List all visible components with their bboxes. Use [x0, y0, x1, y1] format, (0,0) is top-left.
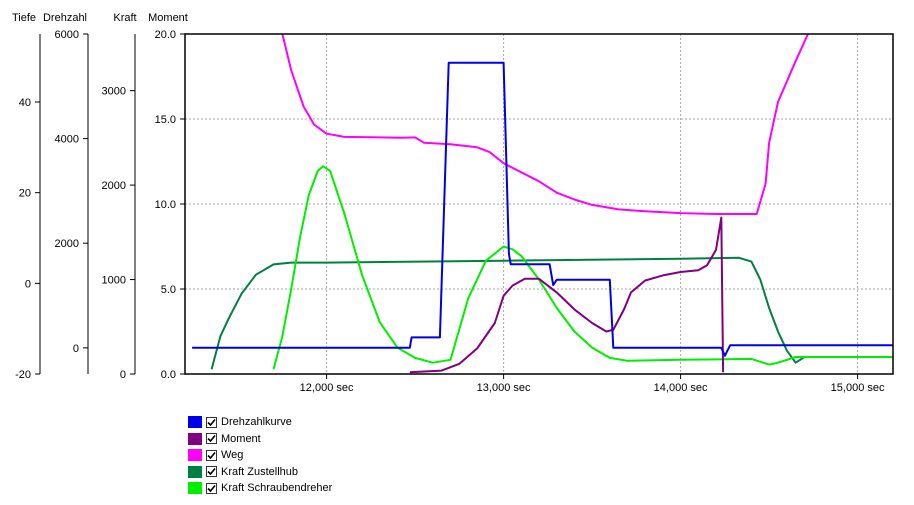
checkmark-icon	[207, 484, 216, 492]
axis-label-moment: Moment	[148, 12, 188, 24]
tick-label-kraft: 2000	[102, 180, 126, 192]
tick-label-drehzahl: 0	[73, 343, 79, 355]
legend-checkbox[interactable]	[206, 416, 217, 428]
tick-label-kraft: 1000	[102, 275, 126, 287]
tick-label-kraft: 0	[120, 369, 126, 381]
tick-label-drehzahl: 4000	[55, 134, 79, 146]
tick-label-tiefe: -20	[15, 369, 31, 381]
tick-label-drehzahl: 6000	[55, 29, 79, 41]
tick-label-moment: 0.0	[161, 369, 176, 381]
series-line-weg	[281, 34, 809, 215]
legend-checkbox[interactable]	[206, 482, 217, 494]
legend-swatch	[188, 416, 202, 428]
tick-label-moment: 15.0	[155, 114, 176, 126]
tick-label-kraft: 3000	[102, 86, 126, 98]
axis-label-drehzahl: Drehzahl	[43, 12, 87, 24]
axis-label-kraft: Kraft	[113, 12, 136, 24]
tick-label-tiefe: 40	[19, 97, 31, 109]
legend-item[interactable]: Weg	[188, 447, 332, 463]
tick-label-moment: 5.0	[161, 284, 176, 296]
tick-label-tiefe: 20	[19, 188, 31, 200]
legend-swatch	[188, 465, 202, 478]
legend-swatch	[188, 432, 202, 445]
legend: Drehzahlkurve Moment Weg Kraft Zustellhub Kr…	[188, 414, 332, 497]
checkmark-icon	[207, 467, 216, 476]
series-line-kraft-zustellhub	[210, 256, 893, 370]
legend-item[interactable]: Kraft Zustellhub	[188, 464, 332, 480]
tick-label-tiefe: 0	[25, 278, 31, 290]
legend-checkbox[interactable]	[206, 466, 217, 477]
legend-checkbox[interactable]	[206, 449, 217, 461]
legend-item[interactable]: Drehzahlkurve	[188, 414, 332, 430]
checkmark-icon	[207, 451, 216, 459]
legend-label: Weg	[221, 449, 244, 461]
legend-label: Kraft Schraubendreher	[221, 482, 333, 494]
checkmark-icon	[207, 418, 216, 426]
legend-label: Moment	[221, 432, 261, 445]
series-line-drehzahlkurve	[192, 61, 893, 357]
x-tick-label: 12,000 sec	[300, 382, 354, 394]
checkmark-icon	[207, 434, 216, 443]
legend-swatch	[188, 482, 202, 494]
axis-label-tiefe: Tiefe	[12, 12, 36, 24]
legend-label: Drehzahlkurve	[221, 416, 292, 428]
series-line-kraft-schraubendreher	[272, 165, 893, 370]
chart: Tiefe Drehzahl Kraft Moment -20 0 20 40 0 2000 40…	[12, 12, 894, 394]
legend-item[interactable]: Moment	[188, 431, 332, 447]
plot-area	[184, 33, 894, 375]
x-tick-label: 14,000 sec	[654, 382, 708, 394]
legend-swatch	[188, 449, 202, 461]
x-tick-label: 15,000 sec	[831, 382, 885, 394]
tick-label-moment: 20.0	[155, 29, 176, 41]
series-line-moment	[409, 216, 725, 374]
tick-label-drehzahl: 2000	[55, 238, 79, 250]
legend-item[interactable]: Kraft Schraubendreher	[188, 480, 332, 496]
tick-label-moment: 10.0	[155, 199, 176, 211]
legend-label: Kraft Zustellhub	[221, 465, 299, 478]
x-tick-label: 13,000 sec	[477, 382, 531, 394]
legend-checkbox[interactable]	[206, 433, 217, 444]
